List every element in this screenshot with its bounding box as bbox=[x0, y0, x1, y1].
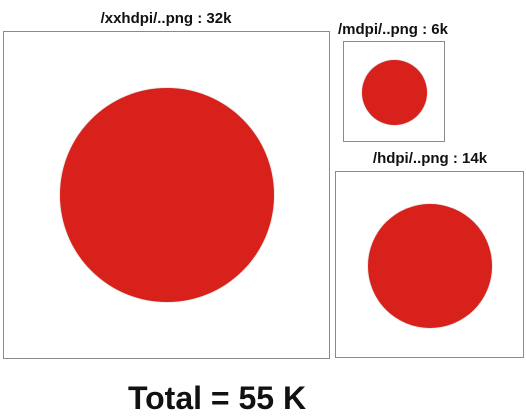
xxhdpi-red-circle-icon bbox=[60, 88, 274, 302]
xxhdpi-label: /xxhdpi/..png : 32k bbox=[3, 10, 329, 28]
xxhdpi-image-frame bbox=[3, 31, 330, 359]
hdpi-image-frame bbox=[335, 171, 524, 358]
mdpi-image-frame bbox=[343, 41, 445, 142]
total-size-label: Total = 55 K bbox=[0, 380, 434, 416]
mdpi-label: /mdpi/..png : 6k bbox=[333, 21, 453, 39]
mdpi-red-circle-icon bbox=[362, 60, 427, 125]
hdpi-label: /hdpi/..png : 14k bbox=[335, 150, 525, 168]
hdpi-red-circle-icon bbox=[368, 204, 492, 328]
